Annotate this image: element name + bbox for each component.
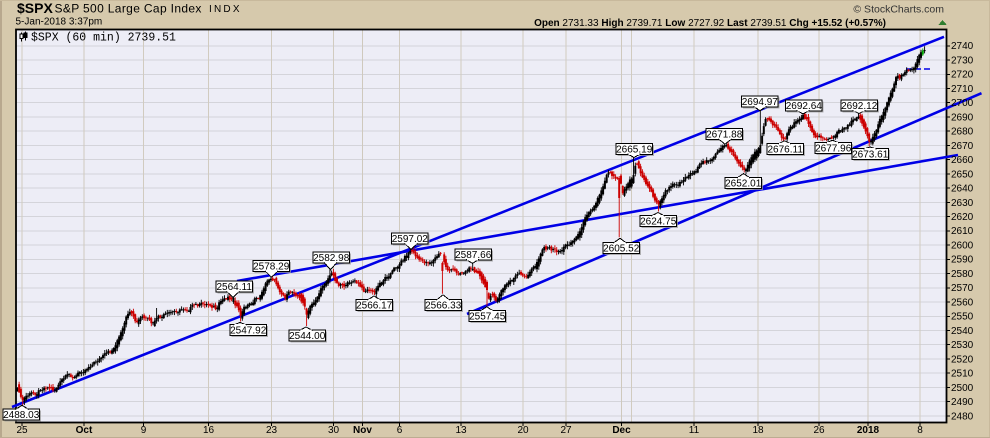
svg-text:© StockCharts.com: © StockCharts.com <box>853 4 944 16</box>
svg-text:2510: 2510 <box>951 369 974 380</box>
svg-text:2690: 2690 <box>951 112 974 123</box>
svg-text:2566.33: 2566.33 <box>425 301 462 312</box>
svg-text:2597.02: 2597.02 <box>392 234 429 245</box>
svg-text:2590: 2590 <box>951 255 974 266</box>
svg-text:18: 18 <box>752 425 764 436</box>
svg-text:Dec: Dec <box>612 425 631 436</box>
svg-text:2587.66: 2587.66 <box>455 250 492 261</box>
svg-text:11: 11 <box>689 425 700 436</box>
svg-text:8: 8 <box>917 425 923 436</box>
svg-text:2600: 2600 <box>951 241 974 252</box>
svg-text:2570: 2570 <box>951 283 974 294</box>
svg-text:2671.88: 2671.88 <box>706 130 743 141</box>
svg-text:2676.11: 2676.11 <box>767 145 803 156</box>
svg-text:2710: 2710 <box>951 84 974 95</box>
svg-text:2652.01: 2652.01 <box>725 179 762 190</box>
svg-text:2692.64: 2692.64 <box>786 101 823 112</box>
svg-text:2530: 2530 <box>951 340 974 351</box>
svg-text:2630: 2630 <box>951 198 974 209</box>
svg-text:2660: 2660 <box>951 155 974 166</box>
svg-text:5-Jan-2018 3:37pm: 5-Jan-2018 3:37pm <box>16 17 103 28</box>
svg-text:2488.03: 2488.03 <box>3 410 40 421</box>
svg-text:13: 13 <box>455 425 467 436</box>
svg-text:2670: 2670 <box>951 141 974 152</box>
svg-text:2500: 2500 <box>951 383 974 394</box>
svg-text:2624.75: 2624.75 <box>640 217 677 228</box>
svg-text:2740: 2740 <box>951 41 974 52</box>
svg-text:2680: 2680 <box>951 127 974 138</box>
svg-text:Nov: Nov <box>353 425 372 436</box>
svg-text:2582.98: 2582.98 <box>313 253 350 264</box>
svg-text:$SPX: $SPX <box>17 0 53 16</box>
svg-text:2700: 2700 <box>951 98 974 109</box>
svg-text:20: 20 <box>517 425 529 436</box>
svg-text:2547.92: 2547.92 <box>230 326 267 337</box>
svg-text:2550: 2550 <box>951 312 974 323</box>
svg-text:2580: 2580 <box>951 269 974 280</box>
svg-text:2650: 2650 <box>951 169 974 180</box>
svg-text:23: 23 <box>266 425 278 436</box>
svg-text:$SPX (60 min) 2739.51: $SPX (60 min) 2739.51 <box>31 32 176 45</box>
svg-text:30: 30 <box>328 425 340 436</box>
svg-text:2665.19: 2665.19 <box>616 145 653 156</box>
svg-text:2540: 2540 <box>951 326 974 337</box>
svg-text:2692.12: 2692.12 <box>841 101 878 112</box>
svg-text:2677.96: 2677.96 <box>815 144 852 155</box>
svg-text:2490: 2490 <box>951 397 974 408</box>
svg-text:2566.17: 2566.17 <box>356 301 393 312</box>
svg-text:2564.11: 2564.11 <box>216 282 252 293</box>
svg-text:16: 16 <box>203 425 215 436</box>
svg-text:2544.00: 2544.00 <box>289 331 326 342</box>
svg-text:S&P 500 Large Cap Index: S&P 500 Large Cap Index <box>55 2 202 16</box>
svg-text:9: 9 <box>141 425 147 436</box>
svg-text:2557.45: 2557.45 <box>469 312 506 323</box>
svg-text:2605.52: 2605.52 <box>603 244 640 255</box>
svg-text:2520: 2520 <box>951 354 974 365</box>
svg-text:2480: 2480 <box>951 411 974 422</box>
svg-text:INDX: INDX <box>209 4 242 15</box>
svg-text:25: 25 <box>16 425 28 436</box>
svg-text:2610: 2610 <box>951 226 974 237</box>
svg-text:2620: 2620 <box>951 212 974 223</box>
svg-text:2720: 2720 <box>951 70 974 81</box>
svg-text:2673.61: 2673.61 <box>852 150 889 161</box>
svg-text:26: 26 <box>813 425 825 436</box>
svg-text:2578.29: 2578.29 <box>253 262 290 273</box>
svg-text:2730: 2730 <box>951 55 974 66</box>
svg-text:Open 2731.33 High 2739.71 Low: Open 2731.33 High 2739.71 Low 2727.92 La… <box>534 18 886 29</box>
svg-text:Oct: Oct <box>76 425 93 436</box>
svg-text:27: 27 <box>560 425 572 436</box>
svg-text:2018: 2018 <box>857 425 880 436</box>
svg-text:2694.97: 2694.97 <box>742 97 779 108</box>
svg-text:2640: 2640 <box>951 184 974 195</box>
svg-text:2560: 2560 <box>951 297 974 308</box>
svg-text:6: 6 <box>397 425 403 436</box>
